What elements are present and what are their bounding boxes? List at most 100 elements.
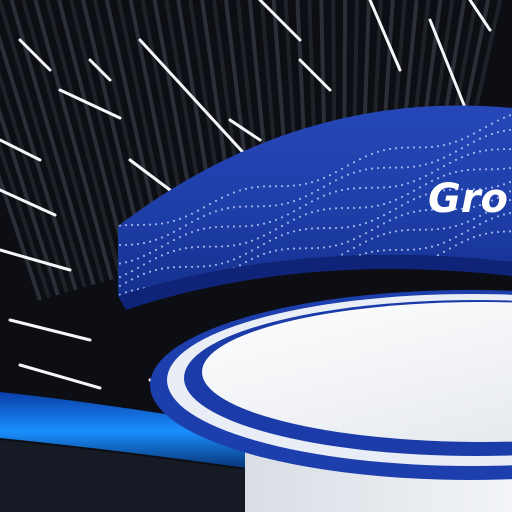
wave-dot (448, 172, 452, 175)
wave-dot (400, 229, 404, 232)
wave-dot (148, 251, 152, 255)
wave-dot (340, 226, 344, 229)
wave-dot (178, 227, 182, 230)
wave-dot (472, 140, 476, 143)
wave-dot (334, 170, 338, 174)
wave-dot (508, 114, 512, 117)
wave-dot (154, 223, 158, 226)
wave-dot (466, 229, 470, 232)
wave-dot (160, 236, 164, 239)
wave-dot (376, 225, 380, 228)
wave-dot (484, 187, 488, 190)
wave-dot (148, 223, 152, 226)
wave-dot (346, 226, 350, 229)
wave-dot (502, 148, 506, 151)
wave-dot (286, 201, 290, 205)
wave-dot (466, 206, 470, 210)
wave-dot (166, 242, 170, 245)
wave-dot (304, 227, 308, 231)
wave-dot (418, 209, 422, 212)
wave-dot (442, 165, 446, 168)
wave-dot (466, 143, 470, 146)
wave-dot (436, 254, 440, 257)
wave-dot (286, 184, 290, 188)
wave-dot (304, 247, 308, 250)
wave-dot (472, 151, 476, 154)
wave-dot (274, 204, 278, 207)
wave-dot (370, 167, 374, 170)
light-strip (468, 0, 492, 32)
wave-dot (490, 168, 494, 171)
wave-dot (400, 195, 404, 199)
wave-dot (304, 213, 308, 216)
wave-dot (424, 246, 428, 250)
wave-dot (274, 228, 278, 231)
wave-dot (334, 179, 338, 182)
wave-dot (508, 198, 512, 202)
wave-dot (496, 185, 500, 188)
wave-dot (166, 251, 170, 255)
wave-dot (364, 240, 368, 243)
wave-dot (124, 273, 128, 276)
ceiling-slat (57, 0, 132, 275)
wave-dot (262, 185, 266, 188)
wave-dot (358, 243, 362, 246)
wave-dot (430, 171, 434, 174)
wave-dot (400, 204, 404, 207)
wave-dot (394, 230, 398, 233)
wave-dot (430, 191, 434, 194)
wave-dot (328, 245, 332, 248)
wave-dot (130, 270, 134, 273)
light-strip (0, 188, 57, 217)
wave-dot (310, 200, 314, 203)
wave-dot (484, 220, 488, 223)
wave-dot (466, 168, 470, 172)
wave-dot (142, 254, 146, 258)
ceiling-slats (0, 0, 502, 301)
wave-dot (292, 184, 296, 187)
wave-dot (214, 210, 218, 213)
wave-dot (418, 228, 422, 231)
wave-dot (448, 226, 452, 229)
wave-dot (118, 262, 122, 265)
wave-dot (178, 217, 182, 220)
wave-dot (154, 248, 158, 251)
wave-dot (322, 246, 326, 249)
wave-dot (190, 212, 194, 215)
wave-dot (370, 205, 374, 208)
wave-dot (274, 249, 278, 252)
wave-dot (340, 253, 344, 256)
wave-dot (256, 205, 260, 208)
wave-dot (490, 208, 494, 211)
wave-dot (370, 152, 374, 155)
wave-dot (406, 201, 410, 204)
wave-dot (466, 188, 470, 191)
wave-dot (268, 239, 272, 242)
wave-dot (508, 212, 512, 215)
wave-dot (256, 246, 260, 249)
wave-dot (316, 227, 320, 230)
ceiling-slat (0, 0, 87, 288)
wave-dot (298, 206, 302, 210)
wave-dot (382, 166, 386, 169)
wave-dot (460, 169, 464, 172)
wave-dot (394, 248, 398, 252)
wave-dot (148, 240, 152, 243)
wave-dot (394, 198, 398, 201)
wave-dot (268, 204, 272, 207)
ceiling-slat (21, 0, 105, 283)
wave-dot (190, 246, 194, 249)
wave-dot (436, 208, 440, 211)
wave-dot (238, 243, 242, 246)
wave-dot (472, 226, 476, 229)
wave-dot (406, 228, 410, 232)
wave-dot (202, 227, 206, 230)
wave-dot (352, 206, 356, 210)
wave-dot (448, 238, 452, 242)
wave-dot (226, 225, 230, 228)
wave-dot (304, 182, 308, 185)
wave-dot (418, 164, 422, 167)
wave-dot (298, 228, 302, 232)
wave-dot (340, 176, 344, 179)
